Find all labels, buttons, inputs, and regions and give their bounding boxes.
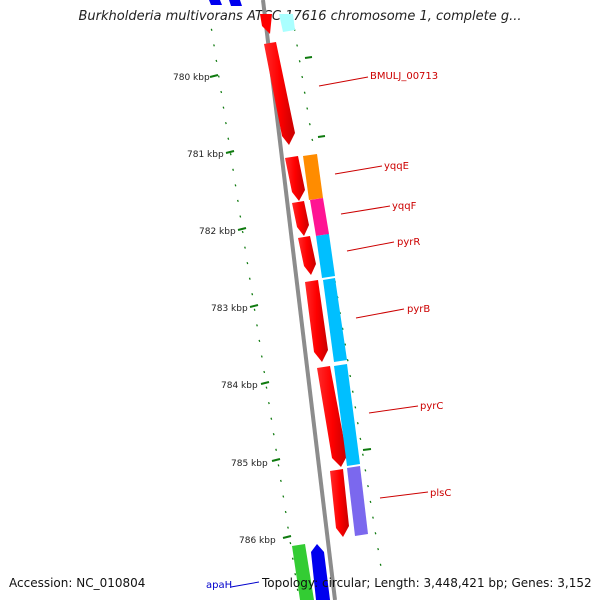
cog-bar-yqqe[interactable] <box>303 154 323 200</box>
topology-text: Topology: circular; Length: 3,448,421 bp… <box>262 576 592 590</box>
cog-bar-pyrr[interactable] <box>316 234 335 278</box>
ruler-tick <box>225 150 235 154</box>
ruler-tick <box>237 227 247 231</box>
gene-arrow-bottom-green[interactable] <box>292 544 314 600</box>
gene-arrow-top-blue-2[interactable] <box>229 0 242 6</box>
gene-arrow-pyrb[interactable] <box>305 280 328 362</box>
gene-label-plsc[interactable]: plsC <box>430 488 451 499</box>
cog-bar-pyrc[interactable] <box>334 364 360 466</box>
ruler-tick <box>249 304 259 308</box>
ruler-tick-label: 785 kbp <box>231 459 268 469</box>
accession-text: Accession: NC_010804 <box>9 576 146 590</box>
gene-arrow-top-lightcyan[interactable] <box>279 14 295 32</box>
gene-arrow-top-red[interactable] <box>260 14 272 34</box>
cog-bar-yqqf[interactable] <box>310 198 329 236</box>
gene-arrow-bmulj-00713[interactable] <box>264 42 295 145</box>
ruler-tick-label: 784 kbp <box>221 381 258 391</box>
ruler-tick <box>209 74 219 78</box>
ruler-tick-label: 781 kbp <box>187 150 224 160</box>
gene-arrow-yqqe[interactable] <box>285 156 305 201</box>
ruler-tick-label: 780 kbp <box>173 73 210 83</box>
ruler-tick <box>362 448 372 451</box>
gene-arrow-yqqf[interactable] <box>292 201 309 236</box>
ruler-tick-label: 783 kbp <box>211 304 248 314</box>
gene-label-yqqe[interactable]: yqqE <box>384 161 409 172</box>
ruler-ticks: 780 kbp 781 kbp 782 kbp 783 kbp 784 kbp … <box>173 56 372 546</box>
gene-arrow-pyrr[interactable] <box>298 236 316 275</box>
gene-label-apah[interactable]: apaH <box>206 580 232 591</box>
ruler-tick <box>271 458 281 462</box>
map-footer: Accession: NC_010804 Topology: circular;… <box>0 574 600 594</box>
gene-arrow-top-blue-1[interactable] <box>209 0 222 5</box>
inner-dot-track <box>210 28 299 591</box>
gene-leader-lines <box>230 76 429 588</box>
gene-label-pyrb[interactable]: pyrB <box>407 304 430 315</box>
ruler-tick-label: 782 kbp <box>199 227 236 237</box>
ruler-tick <box>260 381 270 385</box>
gene-label-yqqf[interactable]: yqqF <box>392 201 417 212</box>
gene-label-pyrc[interactable]: pyrC <box>420 401 443 412</box>
gene-label-pyrr[interactable]: pyrR <box>397 237 420 248</box>
ruler-tick <box>282 535 292 539</box>
cog-bar-plsc[interactable] <box>347 466 368 536</box>
cog-bar-pyrb[interactable] <box>323 278 347 362</box>
map-title: Burkholderia multivorans ATCC 17616 chro… <box>78 9 522 24</box>
gene-label-bmulj-00713[interactable]: BMULJ_00713 <box>370 71 438 82</box>
ruler-tick-label: 786 kbp <box>239 536 276 546</box>
gene-arrow-plsc[interactable] <box>330 469 349 537</box>
gene-arrow-pyrc[interactable] <box>317 366 347 467</box>
ruler-tick <box>317 135 326 138</box>
gene-arrow-apah[interactable] <box>311 544 330 600</box>
ruler-tick <box>304 56 313 59</box>
